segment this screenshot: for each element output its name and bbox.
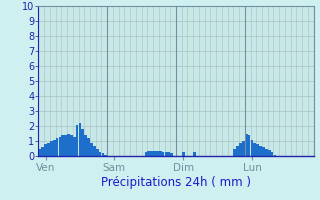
Bar <box>162 152 164 156</box>
Bar <box>56 138 58 156</box>
Bar <box>167 152 170 156</box>
Bar <box>61 135 64 156</box>
Bar <box>268 150 270 156</box>
Bar <box>59 137 61 156</box>
Bar <box>164 152 167 156</box>
Bar <box>64 135 67 156</box>
Bar <box>67 134 70 156</box>
Bar <box>47 142 50 156</box>
Bar <box>193 152 196 156</box>
Bar <box>84 135 87 156</box>
Bar <box>256 144 259 156</box>
Bar <box>274 154 276 156</box>
Bar <box>101 153 104 156</box>
Bar <box>145 152 147 156</box>
Bar <box>259 146 262 156</box>
X-axis label: Précipitations 24h ( mm ): Précipitations 24h ( mm ) <box>101 176 251 189</box>
Bar <box>87 138 90 156</box>
Bar <box>239 142 242 156</box>
Bar <box>79 123 81 156</box>
Bar <box>96 148 99 156</box>
Bar <box>236 146 239 156</box>
Bar <box>90 142 93 156</box>
Bar <box>150 151 153 156</box>
Bar <box>233 148 236 156</box>
Bar <box>41 147 44 156</box>
Bar <box>253 142 256 156</box>
Bar <box>82 129 84 156</box>
Bar <box>153 151 156 156</box>
Bar <box>245 134 248 156</box>
Bar <box>182 152 185 156</box>
Bar <box>262 147 265 156</box>
Bar <box>265 148 268 156</box>
Bar <box>156 151 159 156</box>
Bar <box>248 135 251 156</box>
Bar <box>93 146 96 156</box>
Bar <box>159 151 162 156</box>
Bar <box>99 152 101 156</box>
Bar <box>76 124 78 156</box>
Bar <box>242 141 245 156</box>
Bar <box>271 152 273 156</box>
Bar <box>170 153 173 156</box>
Bar <box>50 141 53 156</box>
Bar <box>70 135 73 156</box>
Bar <box>44 144 47 156</box>
Bar <box>38 148 41 156</box>
Bar <box>104 154 107 156</box>
Bar <box>251 140 253 156</box>
Bar <box>73 137 76 156</box>
Bar <box>53 140 56 156</box>
Bar <box>148 151 150 156</box>
